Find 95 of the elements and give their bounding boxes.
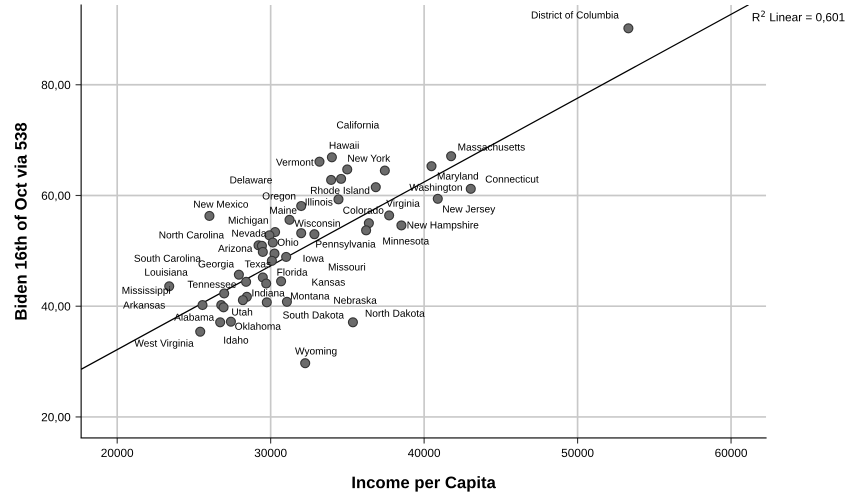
point bbox=[314, 156, 325, 167]
annotation: Alabama bbox=[174, 313, 214, 321]
point bbox=[215, 317, 226, 328]
point bbox=[336, 174, 346, 184]
point bbox=[348, 317, 358, 328]
point bbox=[195, 326, 206, 337]
annotation: Minnesota bbox=[383, 237, 430, 245]
annotation: South Carolina bbox=[134, 254, 201, 262]
x-tick-label: 60000 bbox=[715, 448, 747, 458]
point bbox=[219, 288, 230, 299]
annotation: Illinois bbox=[306, 198, 333, 206]
annotation: Virginia bbox=[386, 199, 420, 209]
annotation: North Carolina bbox=[160, 231, 224, 239]
point bbox=[446, 151, 456, 162]
point bbox=[241, 276, 252, 287]
point bbox=[396, 220, 406, 230]
annotation: Wisconsin bbox=[294, 219, 340, 227]
annotation: Hawaii bbox=[330, 141, 359, 149]
point bbox=[268, 237, 278, 248]
point bbox=[284, 214, 295, 225]
point bbox=[261, 278, 272, 289]
point bbox=[296, 228, 306, 238]
annotation: New Jersey bbox=[443, 205, 496, 215]
point bbox=[258, 246, 268, 258]
point bbox=[204, 210, 214, 222]
annotation: Georgia bbox=[198, 260, 234, 270]
annotation: Kansas bbox=[312, 278, 345, 286]
point bbox=[384, 210, 394, 220]
annotation: Iowa bbox=[304, 254, 324, 262]
point bbox=[432, 194, 443, 204]
y-tick-label: 60,00 bbox=[42, 192, 70, 202]
y-tick-label: 20,00 bbox=[42, 412, 70, 423]
annotation: Utah bbox=[232, 308, 252, 316]
annotation: Idaho bbox=[224, 336, 248, 344]
point bbox=[197, 300, 208, 310]
annotation: Delaware bbox=[230, 176, 272, 184]
annotation: New Hampshire bbox=[408, 221, 478, 231]
annotation: Oklahoma bbox=[235, 322, 281, 330]
point bbox=[262, 297, 272, 308]
annotation: Ohio bbox=[278, 238, 298, 246]
point bbox=[238, 295, 248, 306]
annotation: Mississippi bbox=[122, 286, 170, 296]
point bbox=[296, 200, 306, 212]
annotation: New Mexico bbox=[194, 200, 248, 208]
point bbox=[300, 358, 310, 368]
annotation: California bbox=[336, 121, 380, 129]
y-tick-label: 80,00 bbox=[42, 80, 70, 91]
annotation: Missouri bbox=[328, 263, 366, 271]
annotation: Montana bbox=[290, 292, 330, 300]
annotation: Wyoming bbox=[295, 347, 336, 357]
point bbox=[333, 194, 344, 204]
y-axis-title: Biden 16th of Oct via 538 bbox=[14, 122, 27, 320]
point bbox=[276, 276, 286, 286]
annotation: Arkansas bbox=[123, 301, 165, 309]
point bbox=[234, 270, 244, 280]
annotation: Arizona bbox=[218, 244, 252, 252]
point bbox=[281, 252, 292, 262]
annotation: Tennessee bbox=[188, 280, 236, 288]
x-axis-title: Income per Capita bbox=[352, 476, 496, 492]
point bbox=[466, 184, 476, 194]
annotation: Florida bbox=[277, 268, 308, 276]
annotation: Vermont bbox=[276, 158, 314, 166]
annotation: R$^{2}$ Linear = 0,601 bbox=[752, 10, 845, 23]
annotation: District of Columbia bbox=[532, 11, 619, 19]
point bbox=[361, 225, 372, 236]
annotation: Maryland bbox=[438, 172, 478, 182]
point bbox=[282, 296, 292, 307]
point bbox=[380, 166, 390, 176]
x-tick-label: 40000 bbox=[408, 448, 440, 458]
annotation: West Virginia bbox=[134, 339, 194, 349]
point bbox=[226, 316, 236, 327]
point bbox=[309, 229, 320, 240]
annotation: South Dakota bbox=[283, 311, 344, 319]
annotation: Oregon bbox=[262, 192, 296, 202]
annotation: Rhode Island bbox=[310, 186, 370, 194]
annotation: Nebraska bbox=[334, 296, 377, 304]
point bbox=[342, 164, 352, 175]
point bbox=[426, 161, 437, 172]
point bbox=[218, 302, 229, 312]
x-tick-label: 20000 bbox=[101, 448, 134, 458]
annotation: New York bbox=[348, 154, 390, 162]
point bbox=[623, 23, 634, 34]
annotation: Pennsylvania bbox=[316, 240, 376, 250]
x-tick-label: 50000 bbox=[562, 448, 594, 458]
annotation: Maine bbox=[270, 206, 297, 214]
x-tick-label: 30000 bbox=[254, 448, 287, 458]
y-tick-label: 40,00 bbox=[41, 302, 70, 312]
annotation: Connecticut bbox=[486, 175, 539, 183]
annotation: Michigan bbox=[228, 216, 268, 226]
annotation: Louisiana bbox=[145, 268, 188, 276]
point bbox=[326, 152, 337, 162]
point bbox=[370, 182, 381, 192]
point bbox=[326, 174, 336, 186]
annotation: North Dakota bbox=[366, 309, 425, 317]
annotation: Indiana bbox=[252, 289, 285, 297]
